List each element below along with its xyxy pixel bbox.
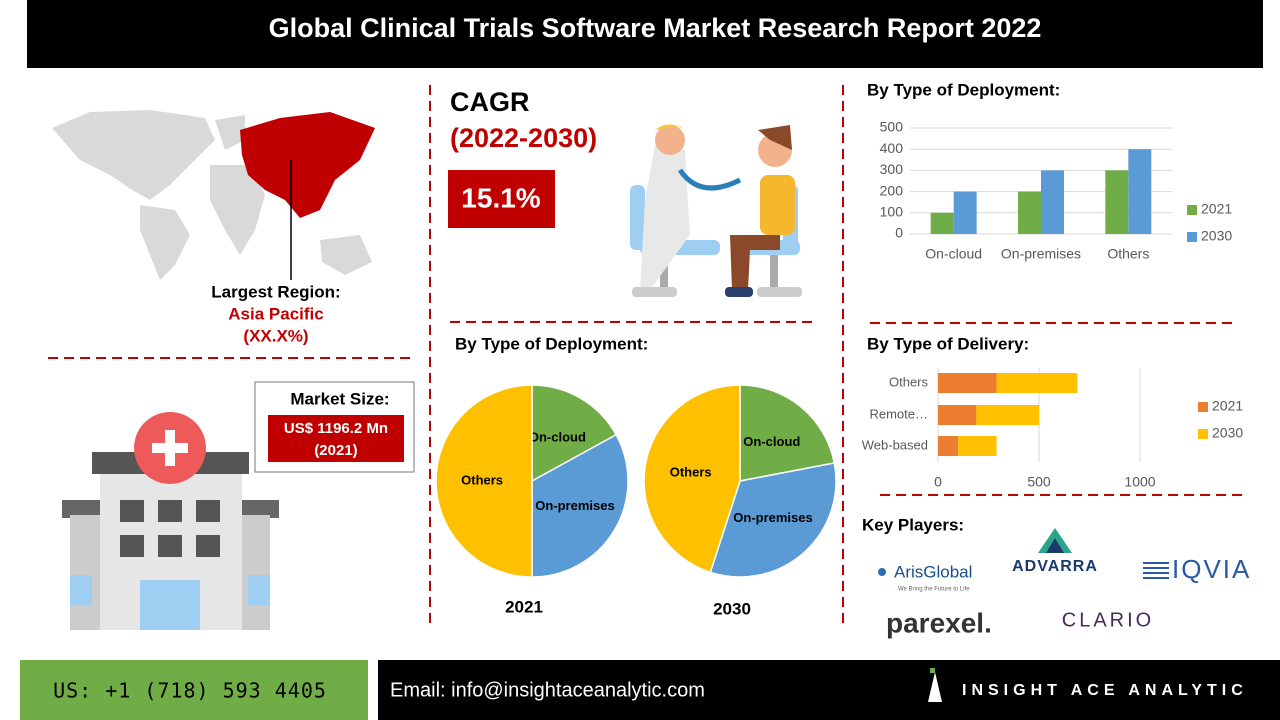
pie-slice [531,433,629,578]
legend-swatch [1198,429,1208,439]
x-tick-label: 0 [934,474,942,490]
y-tick-label: 100 [880,204,904,220]
cagr-value: 15.1% [461,182,540,213]
player-logo: ADVARRA [1012,558,1098,575]
bar [930,212,954,234]
header-bar [27,0,1263,68]
market-size-value: US$ 1196.2 Mn [284,420,388,437]
legend-label: 2021 [1212,398,1243,414]
bar-segment [938,405,977,425]
slice-label: On-premises [535,498,614,513]
bar [1041,170,1064,234]
cagr-box [448,170,555,228]
bar [953,191,977,234]
bar-segment [938,436,959,456]
hospital-icon [62,412,279,630]
player-logo: ArisGlobal [894,562,972,581]
pie-slice [709,462,837,578]
bar [1128,149,1152,234]
legend-swatch [1198,402,1208,412]
x-tick-label: On-premises [1001,246,1081,262]
footer-email: Email: info@insightaceanalytic.com [390,679,705,701]
player-logo: IQVIA [1172,554,1251,584]
pie-slice [435,384,533,578]
footer-phone: US: +1 (718) 593 4405 [53,679,327,703]
brand-icon [930,668,935,673]
pie-slice [739,384,836,482]
y-tick-label: 300 [880,161,904,177]
pie-slice [643,384,741,574]
section-title: By Type of Deployment: [455,334,648,353]
cagr-period: (2022-2030) [450,123,597,153]
legend-label: 2021 [1201,201,1232,217]
asia-region [240,112,375,218]
key-players-logos: ArisGlobal We Bring the Future to Life A… [878,528,1251,638]
pie-title: 2021 [505,597,543,616]
legend-label: 2030 [1212,425,1243,441]
market-size-label: Market Size: [290,389,389,408]
market-size-highlight [268,415,404,462]
legend-swatch [1187,232,1197,242]
bar [1018,191,1041,234]
slice-label: Others [461,472,503,487]
market-size-year: (2021) [314,442,357,459]
slice-label: On-premises [733,510,812,525]
cagr-title: CAGR [450,87,530,117]
brand-icon [928,672,942,702]
bar [1105,170,1129,234]
doctor-illustration [630,124,802,297]
y-tick-label: 400 [880,140,904,156]
header-title: Global Clinical Trials Software Market R… [269,13,1042,43]
y-tick-label: Others [889,374,929,389]
player-tagline: We Bring the Future to Life [898,587,970,593]
bar-segment [958,436,997,456]
player-logo: parexel. [886,607,992,638]
y-tick-label: Remote… [869,406,928,421]
x-tick-label: 500 [1027,474,1051,490]
y-tick-label: 0 [895,225,903,241]
slice-label: On-cloud [529,429,586,444]
y-tick-label: 500 [880,119,904,135]
x-tick-label: On-cloud [925,246,982,262]
footer-phone-bar [20,660,368,720]
chart-title: By Type of Delivery: [867,334,1029,353]
y-tick-label: Web-based [862,437,928,452]
pie-title: 2030 [713,599,751,618]
footer-bar [378,660,1280,720]
key-players-title: Key Players: [862,515,964,534]
player-logo: CLARIO [1062,609,1154,631]
slice-label: On-cloud [743,434,800,449]
x-tick-label: 1000 [1124,474,1155,490]
region-share: (XX.X%) [243,326,308,345]
world-map [52,110,372,280]
region-label: Largest Region: [211,282,340,301]
legend-label: 2030 [1201,228,1232,244]
bar-segment [976,405,1039,425]
y-tick-label: 200 [880,182,904,198]
footer-brand: INSIGHT ACE ANALYTIC [962,682,1248,699]
chart-title: By Type of Deployment: [867,80,1060,99]
bar-segment [996,373,1078,393]
legend-swatch [1187,205,1197,215]
region-name: Asia Pacific [228,304,323,323]
pie-slice [531,384,618,483]
bar-segment [938,373,997,393]
x-tick-label: Others [1107,246,1149,262]
slice-label: Others [670,465,712,480]
